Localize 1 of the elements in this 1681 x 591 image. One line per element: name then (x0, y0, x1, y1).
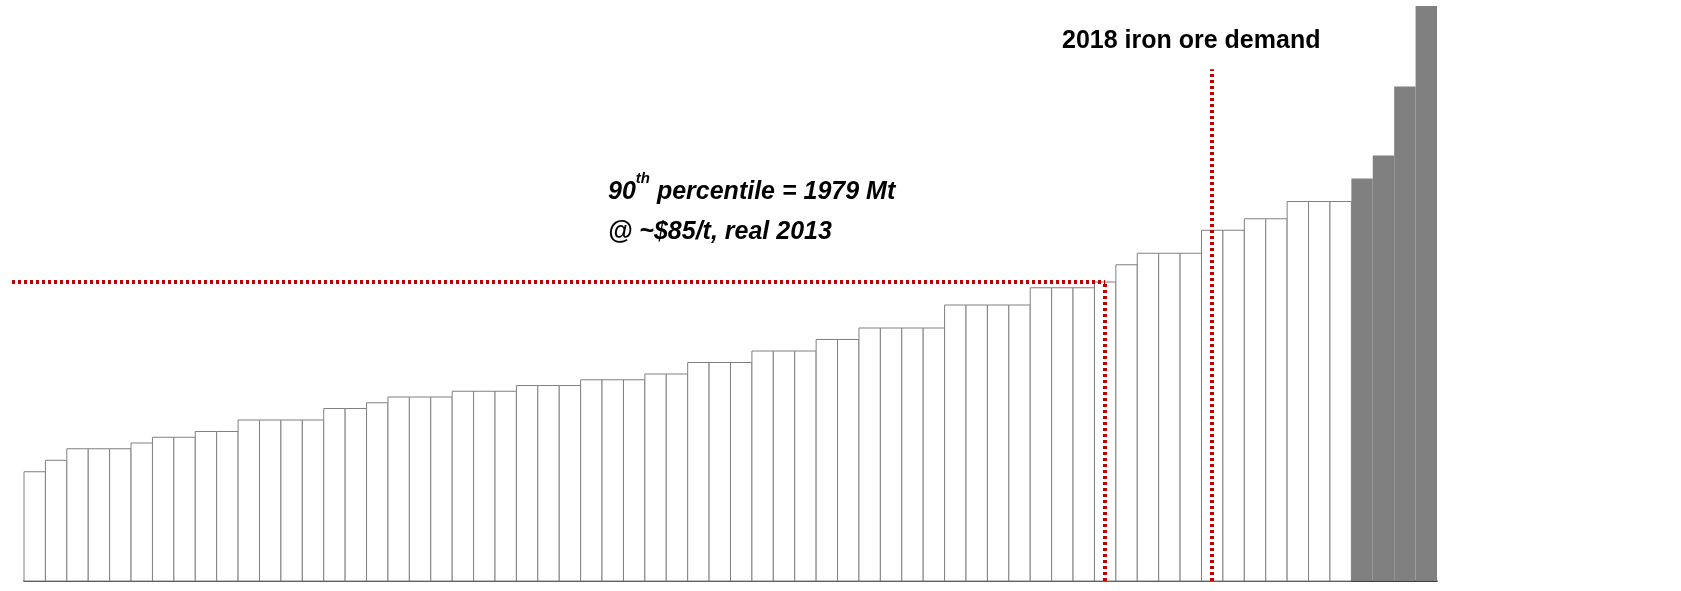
annotation: 2018 iron ore demand (1062, 24, 1321, 53)
